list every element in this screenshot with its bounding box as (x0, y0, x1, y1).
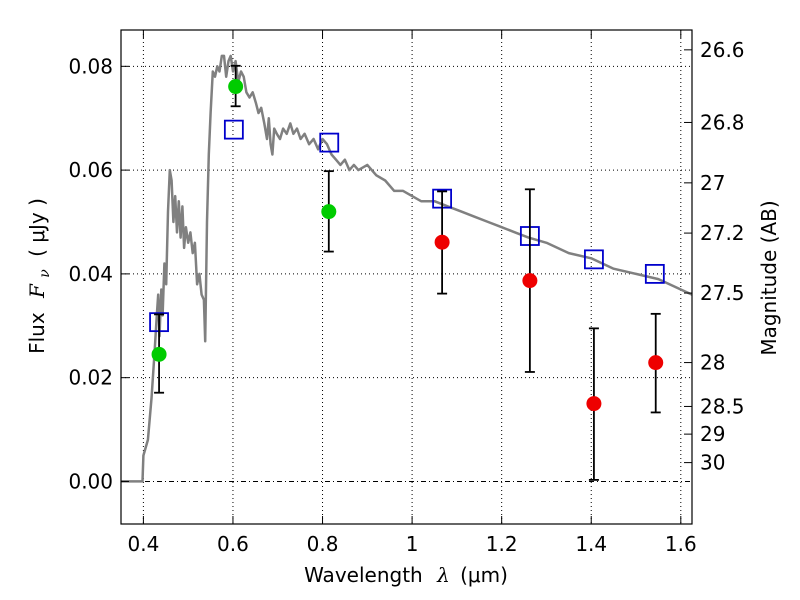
x-tick-label: 1.4 (575, 532, 607, 556)
y-tick-label: 0.00 (68, 469, 113, 493)
y-axis-label-symbol: F (25, 283, 49, 299)
model-photometry-marker (584, 249, 604, 270)
model-photometry-marker (223, 119, 244, 140)
magnitude-tick-label: 26.8 (700, 110, 745, 134)
magnitude-axis-label: Magnitude (AB) (757, 200, 781, 355)
optical-detections-marker (151, 346, 167, 362)
y-tick-label: 0.02 (68, 366, 113, 390)
magnitude-tick-label: 28 (700, 351, 725, 375)
magnitude-tick-label: 28.5 (700, 394, 745, 418)
magnitude-tick-label: 29 (700, 422, 725, 446)
x-axis-label: Wavelength λ (μm) (304, 563, 508, 587)
x-axis-label-unit: (μm) (460, 563, 508, 587)
model-photometry-marker (644, 263, 665, 284)
y-tick-label: 0.08 (68, 54, 113, 78)
axis-ticks (121, 30, 692, 524)
magnitude-tick-label: 27 (700, 171, 725, 195)
x-tick-label: 0.8 (307, 532, 339, 556)
magnitude-tick-label: 27.5 (700, 281, 745, 305)
y-axis-label-text: Flux (25, 312, 49, 354)
optical-detections-marker (228, 79, 244, 95)
y-axis-label: Flux F ν ( μJy ) (25, 198, 54, 354)
infrared-detections-marker (648, 355, 664, 371)
magnitude-tick-label: 30 (700, 451, 725, 475)
plot-frame (120, 29, 693, 525)
x-axis-label-text: Wavelength (304, 563, 423, 587)
sed-curve (121, 54, 693, 483)
infrared-detections-marker (522, 273, 538, 289)
x-tick-label: 1 (406, 532, 419, 556)
y-axis-label-subscript: ν (37, 269, 53, 278)
infrared-detections-marker (586, 396, 602, 412)
x-axis-label-symbol: λ (436, 563, 450, 587)
y-tick-label: 0.06 (68, 158, 113, 182)
x-tick-label: 0.4 (127, 532, 159, 556)
x-tick-label: 1.2 (486, 532, 518, 556)
infrared-detections-marker (434, 234, 450, 250)
optical-detections-marker (321, 204, 337, 220)
model-photometry-marker (319, 132, 340, 153)
magnitude-tick-label: 26.6 (700, 38, 745, 62)
y-axis-label-unit: ( μJy ) (25, 198, 49, 257)
x-tick-label: 1.6 (665, 532, 697, 556)
y-tick-label: 0.04 (68, 262, 113, 286)
plot-area (121, 54, 693, 483)
magnitude-tick-label: 27.2 (700, 221, 745, 245)
x-tick-label: 0.6 (217, 532, 249, 556)
